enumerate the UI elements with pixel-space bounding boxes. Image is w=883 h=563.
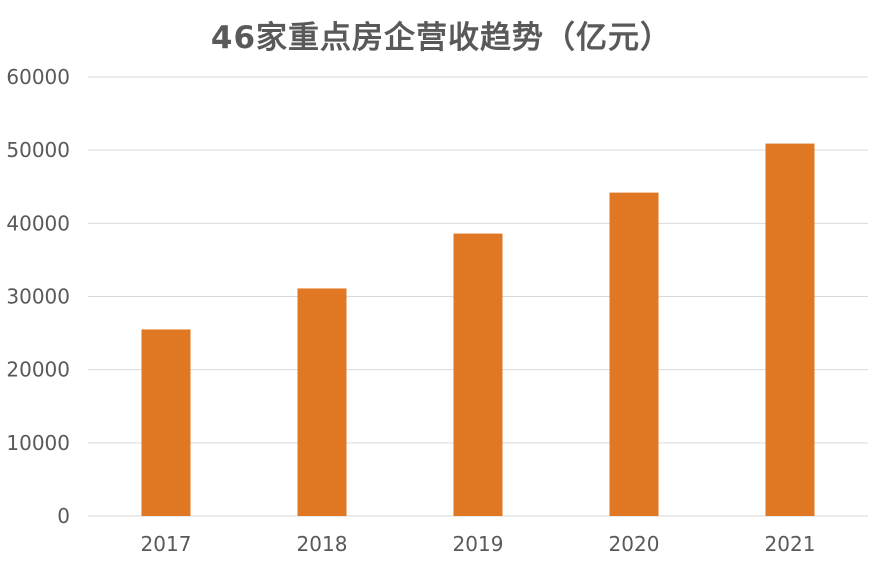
x-tick-label-2019: 2019 (453, 532, 504, 556)
x-tick-label-2017: 2017 (141, 532, 192, 556)
y-tick-label-5: 50000 (6, 138, 70, 162)
y-tick-label-0: 0 (57, 504, 70, 528)
y-tick-label-4: 40000 (6, 211, 70, 235)
y-tick-label-3: 30000 (6, 285, 70, 309)
bar-2017 (141, 329, 191, 516)
bar-2019 (453, 233, 503, 516)
bar-2018 (297, 288, 347, 516)
x-tick-label-2021: 2021 (765, 532, 816, 556)
y-tick-label-6: 60000 (6, 65, 70, 89)
chart-title: 46家重点房企营收趋势（亿元） (210, 20, 673, 56)
x-tick-label-2018: 2018 (297, 532, 348, 556)
x-tick-label-2020: 2020 (609, 532, 660, 556)
bar-2021 (765, 143, 815, 516)
y-tick-label-2: 20000 (6, 358, 70, 382)
bar-2020 (609, 192, 659, 516)
y-tick-label-1: 10000 (6, 431, 70, 455)
